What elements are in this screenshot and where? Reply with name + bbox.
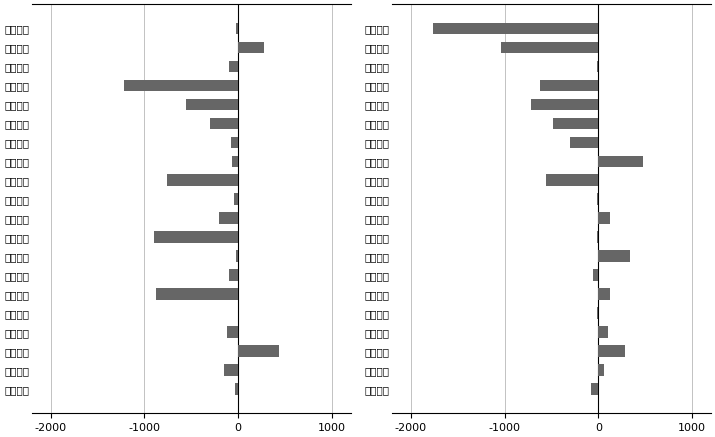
Bar	[433, 23, 598, 34]
Bar	[596, 307, 598, 319]
Bar	[210, 118, 238, 129]
Bar	[598, 288, 610, 300]
Bar	[553, 118, 598, 129]
Bar	[546, 174, 598, 186]
Bar	[232, 156, 238, 167]
Bar	[227, 326, 238, 338]
Bar	[501, 42, 598, 53]
Bar	[229, 61, 238, 72]
Bar	[224, 364, 238, 375]
Bar	[596, 61, 598, 72]
Bar	[596, 194, 598, 205]
Bar	[220, 212, 238, 224]
Bar	[229, 269, 238, 281]
Bar	[598, 250, 630, 262]
Bar	[235, 383, 238, 395]
Bar	[591, 383, 598, 395]
Bar	[238, 42, 265, 53]
Bar	[236, 23, 238, 34]
Bar	[156, 288, 238, 300]
Bar	[154, 232, 238, 243]
Bar	[598, 156, 644, 167]
Bar	[238, 345, 280, 357]
Bar	[231, 136, 238, 148]
Bar	[598, 212, 610, 224]
Bar	[541, 80, 598, 91]
Bar	[167, 174, 238, 186]
Bar	[124, 80, 238, 91]
Bar	[571, 136, 598, 148]
Bar	[598, 345, 625, 357]
Bar	[236, 250, 238, 262]
Bar	[598, 364, 604, 375]
Bar	[596, 232, 598, 243]
Bar	[235, 194, 238, 205]
Bar	[186, 99, 238, 110]
Bar	[593, 269, 598, 281]
Bar	[598, 326, 608, 338]
Bar	[531, 99, 598, 110]
